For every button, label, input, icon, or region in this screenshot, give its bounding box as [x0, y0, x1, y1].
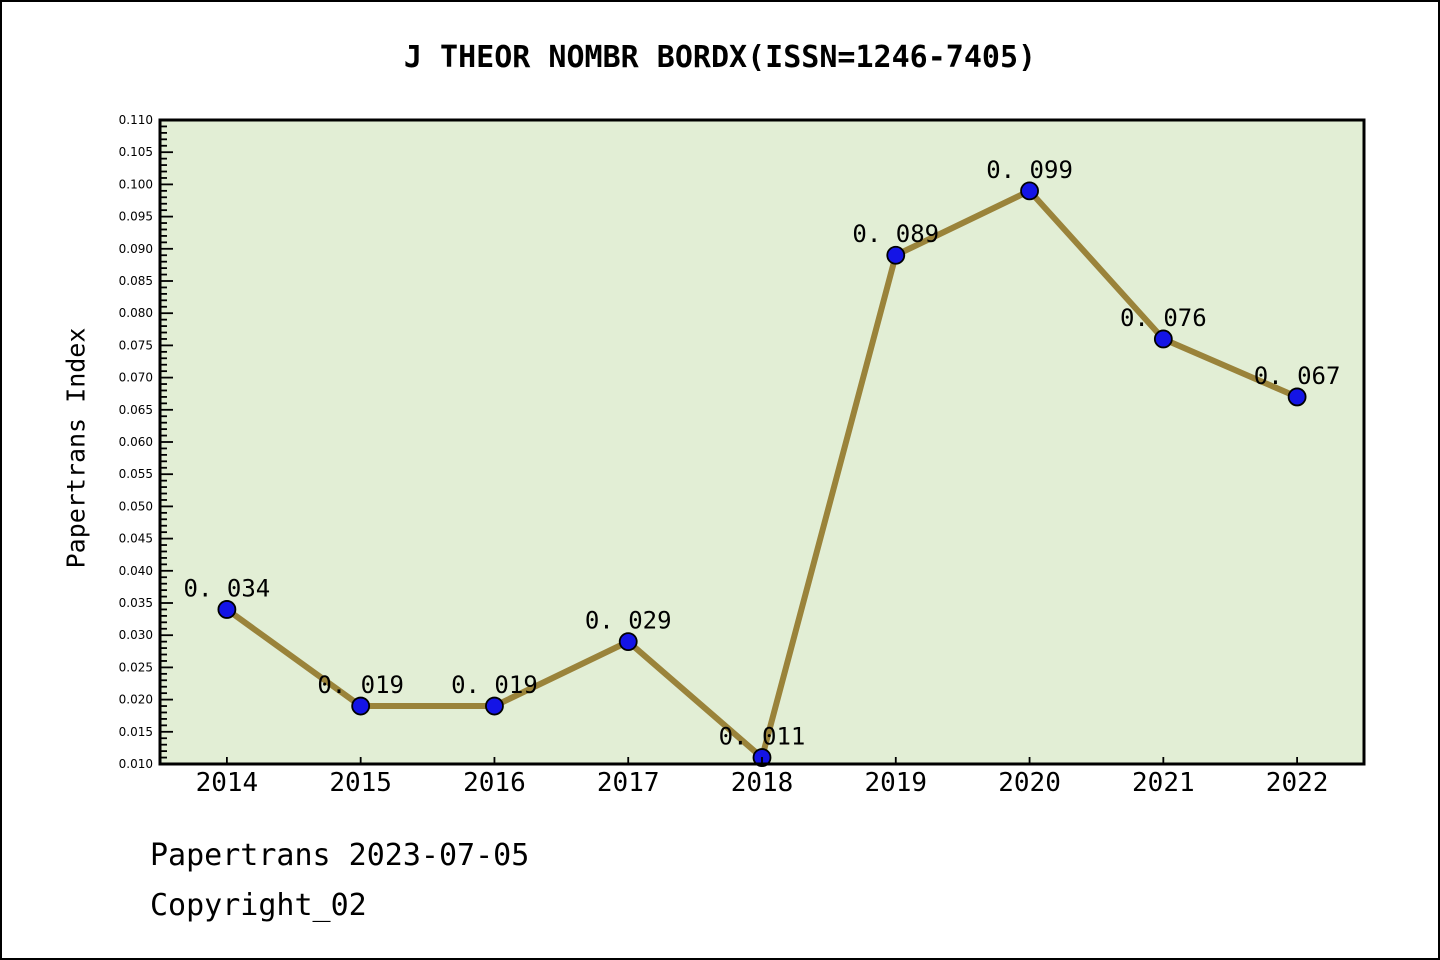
y-tick-label: 0.075	[119, 338, 153, 352]
y-tick-label: 0.050	[119, 499, 153, 513]
data-point-label: 0. 011	[719, 723, 806, 751]
footer-copyright: Copyright_02	[150, 888, 367, 923]
y-tick-label: 0.040	[119, 564, 153, 578]
x-tick-label: 2014	[196, 768, 259, 798]
y-tick-label: 0.105	[119, 145, 153, 159]
data-point-label: 0. 099	[986, 156, 1073, 184]
y-tick-label: 0.020	[119, 693, 153, 707]
x-tick-label: 2019	[864, 768, 927, 798]
y-tick-label: 0.080	[119, 306, 153, 320]
x-tick-label: 2020	[998, 768, 1061, 798]
data-point	[351, 696, 371, 716]
y-tick-label: 0.065	[119, 403, 153, 417]
data-point	[886, 245, 906, 265]
y-tick-label: 0.095	[119, 210, 153, 224]
data-point-label: 0. 029	[585, 607, 672, 635]
y-tick-label: 0.010	[119, 757, 153, 771]
y-tick-label: 0.070	[119, 371, 153, 385]
data-point-label: 0. 076	[1120, 304, 1207, 332]
x-tick-label: 2017	[597, 768, 660, 798]
data-point-label: 0. 019	[451, 671, 538, 699]
y-tick-label: 0.100	[119, 177, 153, 191]
data-point-label: 0. 034	[184, 574, 271, 602]
x-tick-label: 2022	[1266, 768, 1329, 798]
chart-title: J THEOR NOMBR BORDX(ISSN=1246-7405)	[403, 40, 1037, 75]
data-point	[217, 600, 237, 619]
data-point	[1020, 181, 1039, 201]
y-tick-label: 0.015	[119, 725, 153, 739]
y-tick-label: 0.085	[119, 274, 153, 288]
data-point	[1153, 329, 1173, 349]
y-tick-label: 0.030	[119, 628, 153, 642]
y-tick-label: 0.110	[119, 113, 153, 127]
y-tick-label: 0.025	[119, 660, 153, 674]
x-tick-label: 2018	[731, 768, 794, 798]
y-tick-label: 0.060	[119, 435, 153, 449]
data-point	[485, 696, 504, 716]
y-tick-label: 0.035	[119, 596, 153, 610]
y-tick-label: 0.090	[119, 242, 153, 256]
data-point-label: 0. 067	[1254, 362, 1341, 390]
x-tick-label: 2016	[463, 768, 526, 798]
data-point	[618, 632, 638, 652]
plot-background	[160, 120, 1364, 764]
x-tick-label: 2021	[1132, 768, 1195, 798]
data-point-label: 0. 089	[852, 220, 939, 248]
y-tick-label: 0.055	[119, 467, 153, 481]
y-tick-label: 0.045	[119, 532, 153, 546]
data-point-label: 0. 019	[317, 671, 404, 699]
data-point	[1287, 387, 1307, 407]
x-tick-label: 2015	[329, 768, 392, 798]
footer-date: Papertrans 2023-07-05	[150, 838, 530, 873]
